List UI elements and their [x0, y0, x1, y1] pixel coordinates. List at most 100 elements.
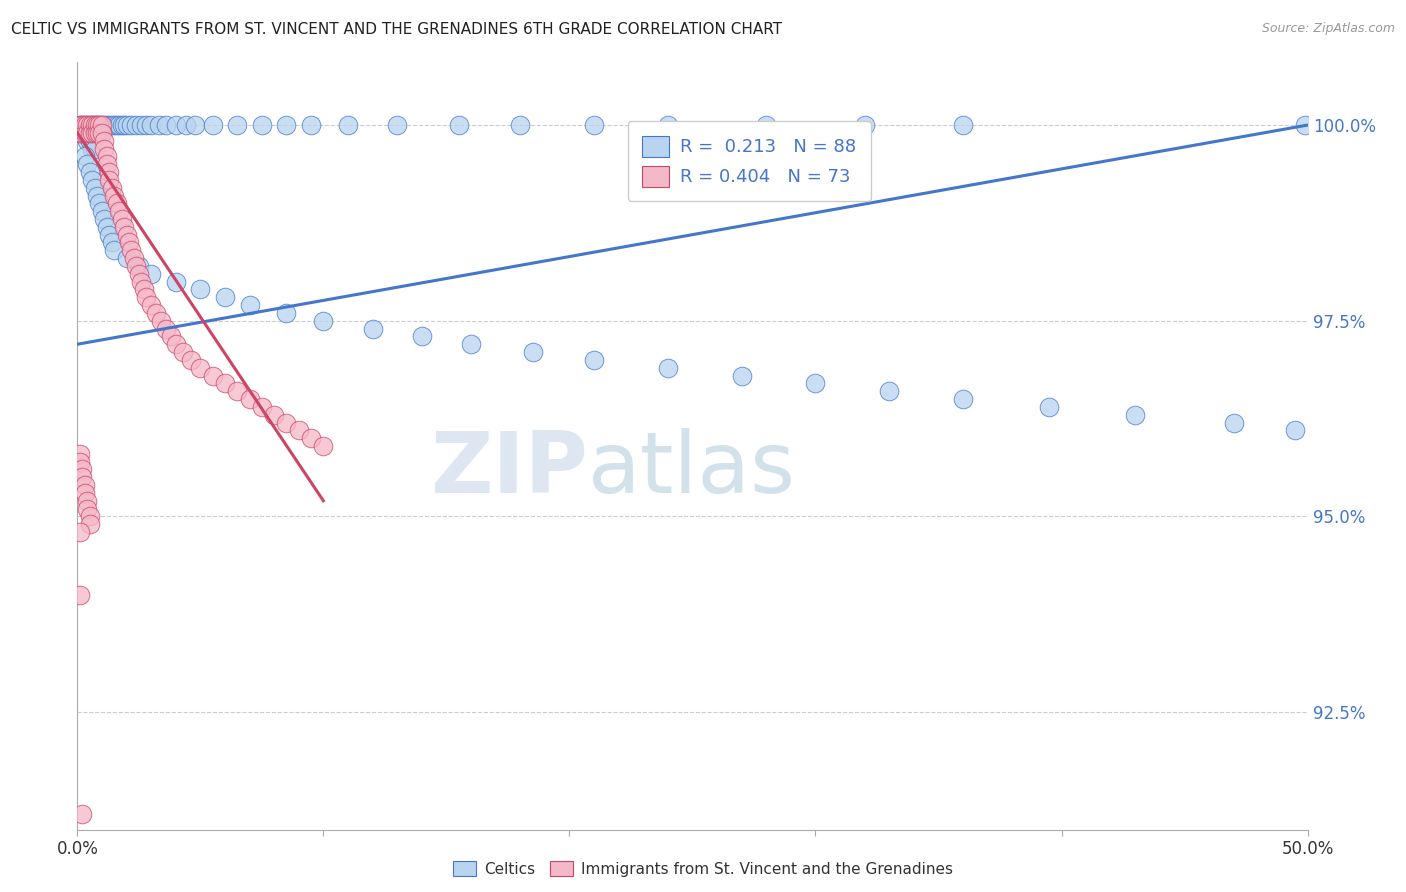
Point — [93, 142, 115, 156]
Point — [165, 337, 187, 351]
Point — [101, 235, 124, 250]
Point — [76, 501, 98, 516]
Point — [299, 118, 322, 132]
Point — [82, 173, 104, 187]
Point — [657, 118, 679, 132]
Point — [112, 219, 135, 234]
Point — [657, 360, 679, 375]
Point — [188, 360, 212, 375]
Point — [129, 118, 153, 132]
Point — [76, 118, 98, 132]
Legend: Celtics, Immigrants from St. Vincent and the Grenadines: Celtics, Immigrants from St. Vincent and… — [446, 853, 960, 884]
Point — [86, 188, 108, 202]
Point — [239, 392, 262, 406]
Point — [125, 118, 148, 132]
Point — [89, 118, 111, 132]
Point — [83, 118, 105, 132]
Point — [115, 118, 138, 132]
Point — [115, 227, 138, 242]
Point — [165, 275, 187, 289]
Point — [250, 118, 273, 132]
Point — [288, 423, 311, 437]
Point — [141, 298, 163, 312]
Point — [125, 259, 148, 273]
Point — [122, 251, 145, 265]
Point — [96, 118, 118, 132]
Point — [79, 517, 101, 532]
Point — [135, 290, 157, 304]
Point — [184, 118, 207, 132]
Point — [155, 118, 177, 132]
Point — [76, 493, 98, 508]
Point — [93, 118, 115, 132]
Point — [69, 118, 91, 132]
Point — [73, 126, 96, 140]
Point — [79, 126, 101, 140]
Point — [952, 392, 974, 406]
Point — [447, 118, 470, 132]
Point — [174, 118, 197, 132]
Point — [83, 142, 105, 156]
Point — [337, 118, 360, 132]
Point — [98, 173, 121, 187]
Point — [385, 118, 409, 132]
Point — [312, 314, 335, 328]
Point — [93, 134, 115, 148]
Point — [98, 165, 121, 179]
Point — [755, 118, 778, 132]
Point — [1223, 416, 1246, 430]
Point — [180, 352, 202, 367]
Text: atlas: atlas — [588, 427, 796, 510]
Point — [103, 188, 125, 202]
Point — [276, 306, 298, 320]
Point — [226, 118, 249, 132]
Point — [83, 118, 105, 132]
Point — [79, 118, 101, 132]
Point — [76, 118, 98, 132]
Point — [89, 196, 111, 211]
Point — [69, 126, 91, 140]
Point — [276, 118, 298, 132]
Point — [583, 352, 606, 367]
Point — [76, 134, 98, 148]
Point — [93, 212, 115, 227]
Point — [76, 126, 98, 140]
Point — [201, 118, 224, 132]
Point — [155, 321, 177, 335]
Point — [509, 118, 531, 132]
Point — [145, 306, 167, 320]
Point — [853, 118, 876, 132]
Point — [112, 118, 135, 132]
Point — [101, 118, 124, 132]
Point — [73, 478, 96, 492]
Point — [70, 806, 93, 821]
Point — [160, 329, 183, 343]
Point — [90, 126, 114, 140]
Point — [214, 290, 236, 304]
Text: CELTIC VS IMMIGRANTS FROM ST. VINCENT AND THE GRENADINES 6TH GRADE CORRELATION C: CELTIC VS IMMIGRANTS FROM ST. VINCENT AN… — [11, 22, 782, 37]
Point — [73, 118, 96, 132]
Point — [70, 126, 93, 140]
Point — [1294, 118, 1316, 132]
Point — [105, 196, 128, 211]
Point — [103, 244, 125, 258]
Point — [76, 157, 98, 171]
Point — [239, 298, 262, 312]
Point — [69, 126, 91, 140]
Point — [879, 384, 901, 399]
Point — [121, 244, 143, 258]
Point — [129, 275, 153, 289]
Point — [96, 157, 118, 171]
Point — [165, 118, 187, 132]
Point — [73, 149, 96, 163]
Point — [804, 376, 827, 391]
Point — [128, 259, 150, 273]
Point — [1284, 423, 1306, 437]
Point — [103, 118, 125, 132]
Point — [101, 180, 124, 194]
Point — [201, 368, 224, 383]
Point — [73, 486, 96, 500]
Point — [82, 142, 104, 156]
Point — [79, 118, 101, 132]
Point — [105, 118, 128, 132]
